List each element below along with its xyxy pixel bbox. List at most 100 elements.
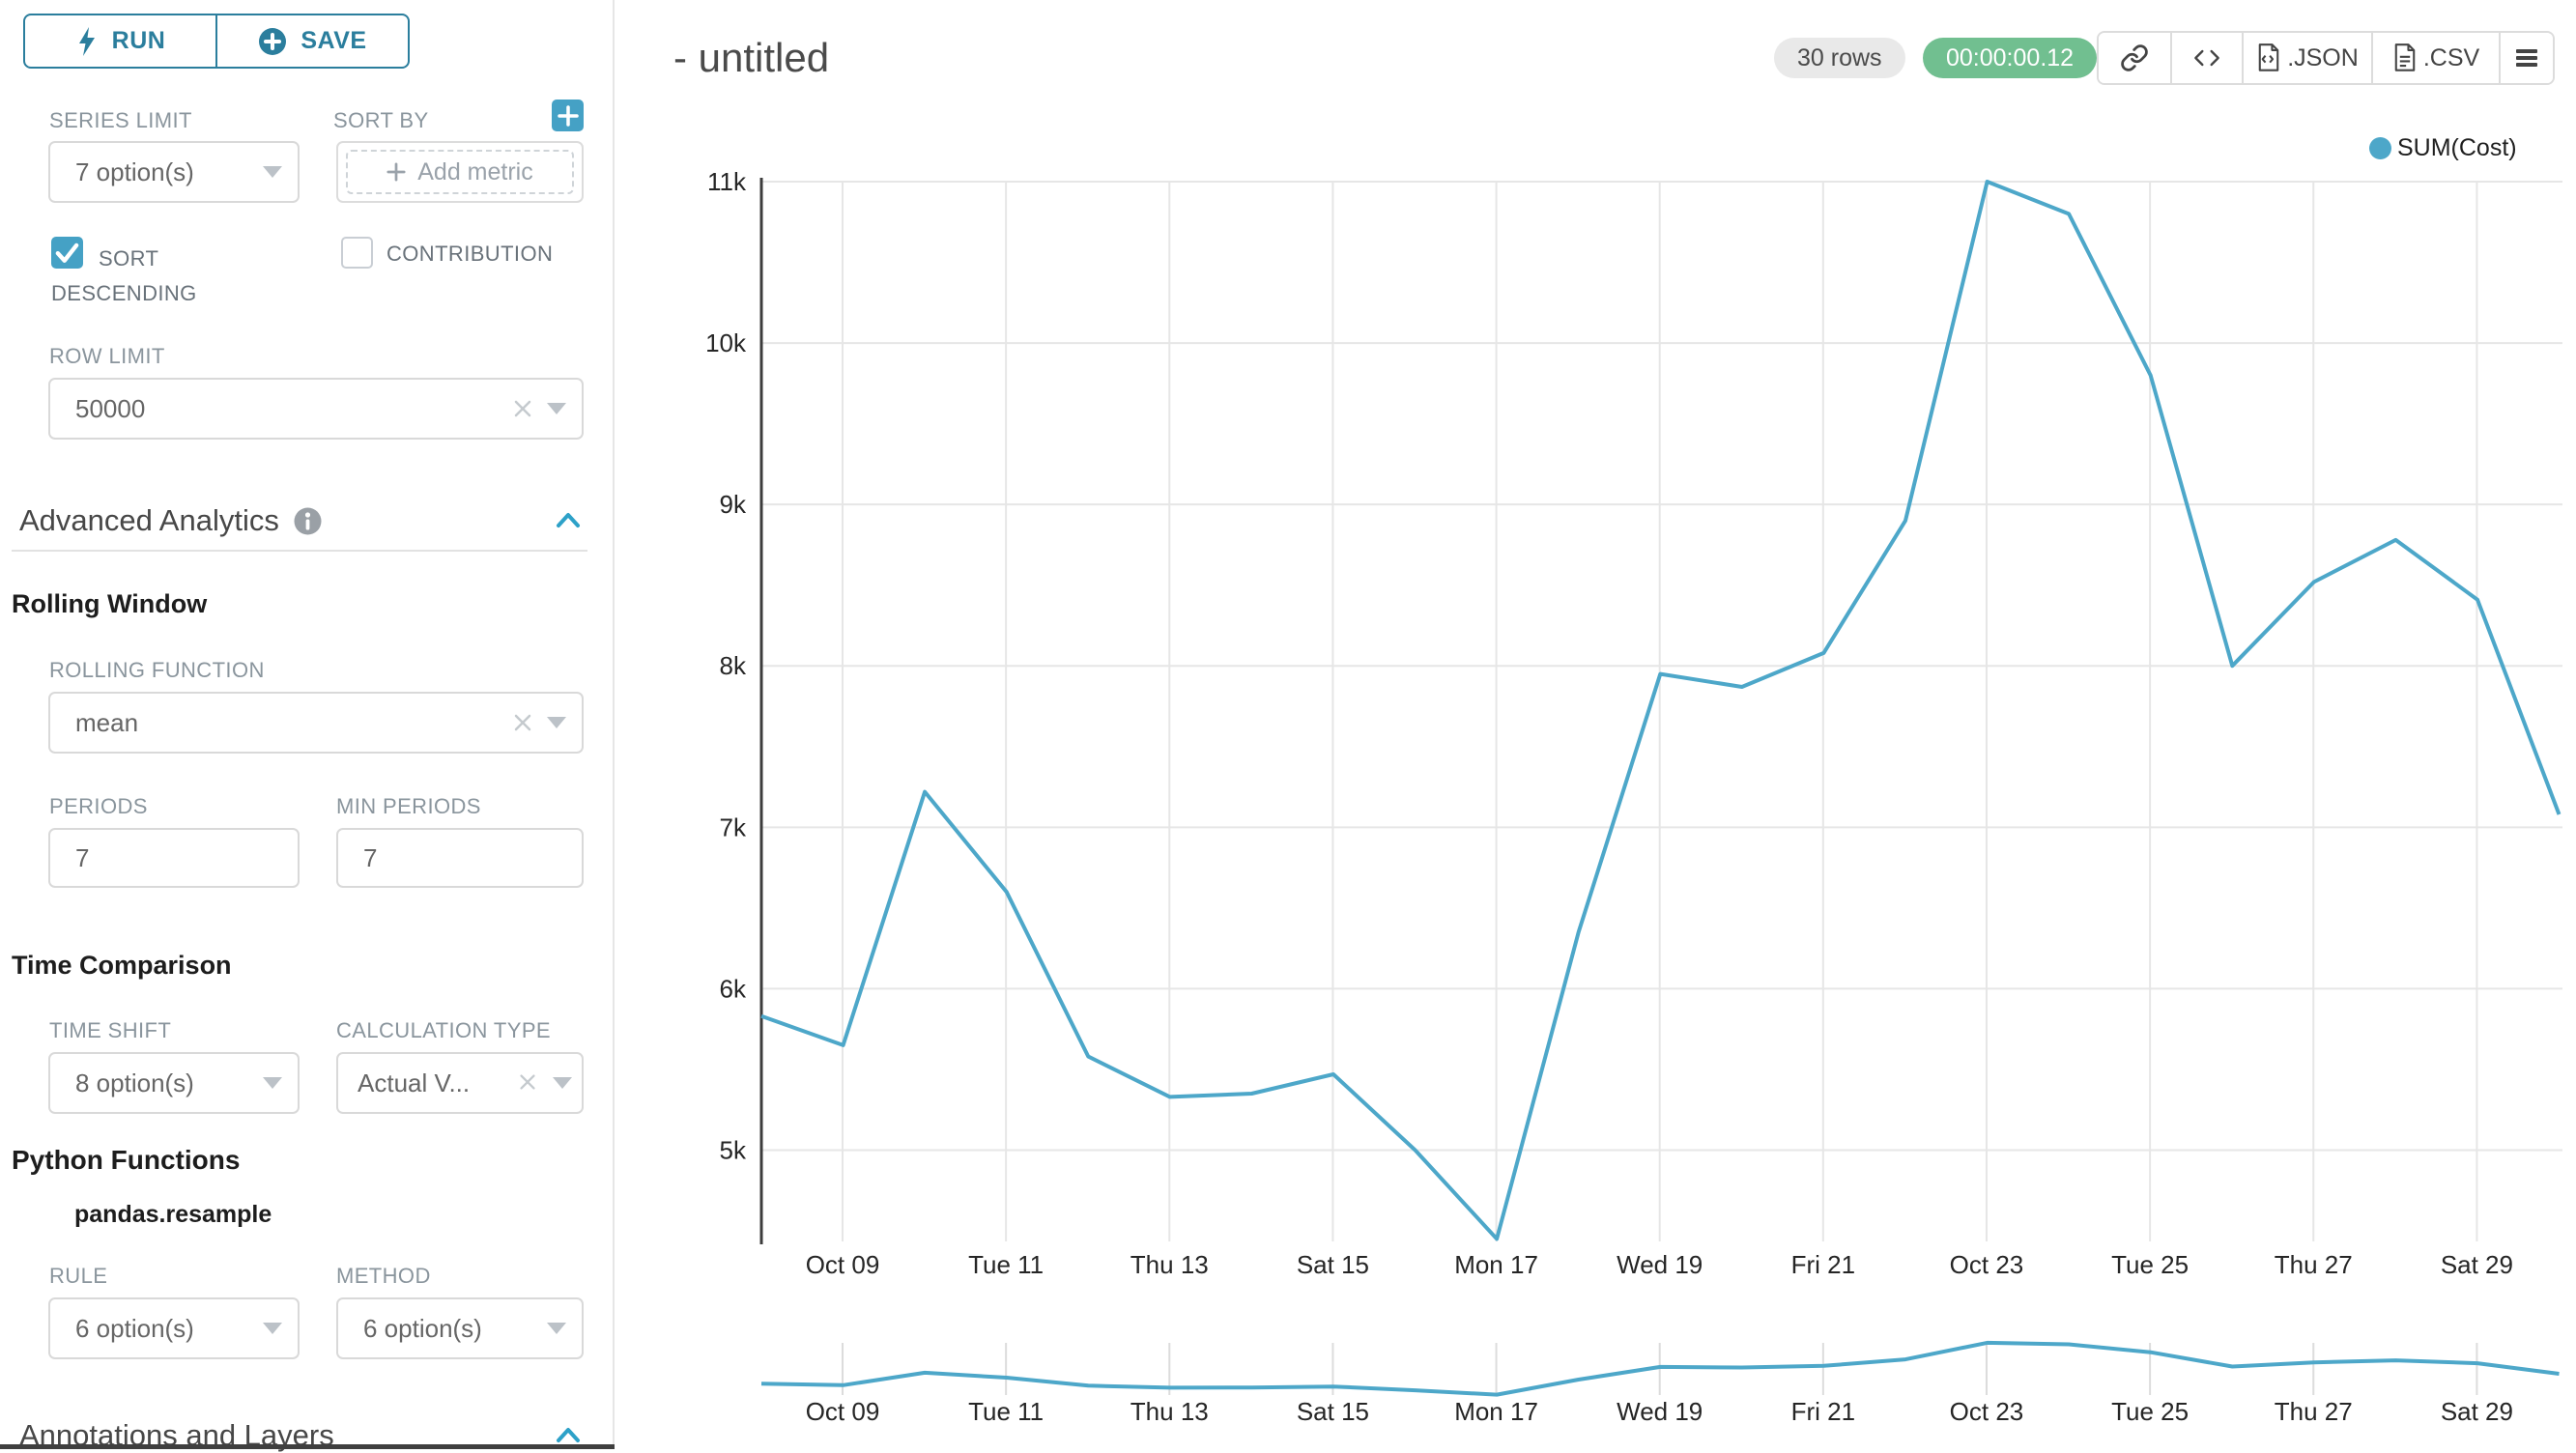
svg-text:10k: 10k [705, 328, 747, 357]
rolling-function-label: ROLLING FUNCTION [49, 658, 265, 682]
chevron-down-icon [547, 1323, 566, 1334]
rolling-window-title: Rolling Window [12, 589, 208, 618]
calculation-type-value: Actual V... [358, 1068, 471, 1097]
svg-text:Oct 23: Oct 23 [1950, 1250, 2024, 1279]
method-label: METHOD [336, 1264, 431, 1288]
sort-by-label: SORT BY [333, 108, 429, 132]
export-csv-label: .CSV [2422, 43, 2480, 71]
svg-text:Thu 13: Thu 13 [1131, 1397, 1209, 1426]
code-icon [2191, 44, 2222, 71]
row-limit-value: 50000 [75, 393, 146, 423]
file-code-icon [2256, 43, 2281, 72]
sort-by-control: Add metric [336, 141, 584, 203]
periods-value: 7 [75, 842, 90, 872]
svg-text:Tue 11: Tue 11 [968, 1250, 1044, 1279]
svg-text:Sat 15: Sat 15 [1297, 1250, 1369, 1279]
svg-text:Tue 25: Tue 25 [2111, 1250, 2189, 1279]
svg-text:Fri 21: Fri 21 [1791, 1397, 1855, 1426]
svg-text:Oct 09: Oct 09 [806, 1250, 880, 1279]
contribution-checkbox-label[interactable]: CONTRIBUTION [386, 242, 554, 266]
chart-title[interactable]: - untitled [673, 35, 830, 80]
min-periods-value: 7 [363, 842, 378, 872]
rule-select[interactable]: 6 option(s) [48, 1297, 300, 1359]
time-shift-label: TIME SHIFT [49, 1018, 172, 1042]
sort-descending-checkbox[interactable] [51, 237, 83, 269]
mini-preview-chart[interactable]: Oct 09 Tue 11 Thu 13 Sat 15 Mon 17 Wed 19 Fri … [760, 1340, 2560, 1426]
section-divider [12, 550, 587, 552]
file-text-icon [2392, 43, 2418, 72]
embed-code-button[interactable] [2170, 33, 2242, 83]
export-json-button[interactable]: .JSON [2242, 33, 2371, 83]
export-button-group: .JSON .CSV [2097, 31, 2555, 85]
run-button[interactable]: RUN [25, 15, 217, 67]
svg-text:Sat 29: Sat 29 [2441, 1397, 2513, 1426]
advanced-analytics-header[interactable]: Advanced Analytics [19, 503, 582, 538]
time-shift-value: 8 option(s) [75, 1068, 194, 1097]
clear-icon[interactable] [516, 1070, 541, 1096]
row-limit-select[interactable]: 50000 [48, 378, 584, 440]
series-line-sum-cost[interactable] [760, 180, 2562, 1241]
svg-text:9k: 9k [720, 490, 747, 519]
legend-sum-cost[interactable]: SUM(Cost) [2369, 134, 2517, 162]
chevron-down-icon [547, 403, 566, 414]
run-button-label: RUN [111, 27, 166, 54]
legend-label: SUM(Cost) [2397, 134, 2517, 161]
add-metric-button[interactable]: Add metric [346, 150, 574, 194]
clear-icon[interactable] [510, 710, 535, 735]
plus-circle-icon [258, 27, 287, 56]
save-button[interactable]: SAVE [217, 15, 408, 67]
chevron-down-icon [547, 717, 566, 728]
min-periods-label: MIN PERIODS [336, 794, 481, 818]
legend-dot-icon [2369, 137, 2391, 159]
info-icon [293, 506, 323, 536]
save-button-label: SAVE [301, 27, 367, 54]
plus-icon [557, 104, 579, 127]
svg-text:Thu 27: Thu 27 [2275, 1250, 2353, 1279]
add-sort-by-button[interactable] [552, 100, 584, 131]
periods-input[interactable]: 7 [48, 828, 300, 888]
chart-panel: - untitled 30 rows 00:00:00.12 .JSON .CS… [616, 0, 2576, 1449]
clear-icon[interactable] [510, 396, 535, 421]
python-functions-title: Python Functions [12, 1145, 241, 1175]
svg-text:Oct 23: Oct 23 [1950, 1397, 2024, 1426]
svg-text:Mon 17: Mon 17 [1454, 1250, 1538, 1279]
export-csv-button[interactable]: .CSV [2371, 33, 2499, 83]
time-comparison-title: Time Comparison [12, 951, 232, 980]
svg-text:5k: 5k [720, 1135, 747, 1164]
chevron-up-icon[interactable] [555, 510, 582, 531]
time-shift-select[interactable]: 8 option(s) [48, 1052, 300, 1114]
chevron-down-icon [263, 1323, 282, 1334]
more-options-button[interactable] [2499, 33, 2553, 83]
gridlines [761, 181, 2562, 1241]
svg-text:Oct 09: Oct 09 [806, 1397, 880, 1426]
chevron-up-icon[interactable] [555, 1425, 582, 1446]
calculation-type-select[interactable]: Actual V... [336, 1052, 584, 1114]
row-count-badge: 30 rows [1774, 38, 1905, 78]
copy-link-button[interactable] [2099, 33, 2170, 83]
svg-text:Tue 25: Tue 25 [2111, 1397, 2189, 1426]
method-select[interactable]: 6 option(s) [336, 1297, 584, 1359]
rule-value: 6 option(s) [75, 1313, 194, 1343]
sidebar-bottom-divider [0, 1444, 615, 1449]
chevron-down-icon [263, 1077, 282, 1089]
axes: 11k 10k 9k 8k 7k 6k 5k Oct 09 Tue 11 Thu 13 Sat 15… [705, 167, 2513, 1279]
svg-text:Thu 27: Thu 27 [2275, 1397, 2353, 1426]
run-save-button-group: RUN SAVE [23, 14, 410, 69]
pandas-resample-subtitle: pandas.resample [74, 1201, 272, 1228]
svg-text:8k: 8k [720, 651, 747, 680]
sort-descending-checkbox-label[interactable]: SORT DESCENDING [51, 246, 197, 305]
svg-text:Wed 19: Wed 19 [1617, 1397, 1703, 1426]
svg-text:6k: 6k [720, 974, 747, 1003]
series-limit-select[interactable]: 7 option(s) [48, 141, 300, 203]
chevron-down-icon [263, 166, 282, 178]
method-value: 6 option(s) [363, 1313, 482, 1343]
rolling-function-value: mean [75, 707, 139, 737]
export-json-label: .JSON [2287, 43, 2359, 71]
svg-text:Tue 11: Tue 11 [968, 1397, 1044, 1426]
svg-text:Fri 21: Fri 21 [1791, 1250, 1855, 1279]
svg-text:Sat 15: Sat 15 [1297, 1397, 1369, 1426]
contribution-checkbox[interactable] [341, 237, 373, 269]
min-periods-input[interactable]: 7 [336, 828, 584, 888]
rolling-function-select[interactable]: mean [48, 692, 584, 754]
timeseries-line-chart[interactable]: 11k 10k 9k 8k 7k 6k 5k Oct 09 Tue 11 Thu 13 Sat 15… [616, 0, 2576, 1449]
